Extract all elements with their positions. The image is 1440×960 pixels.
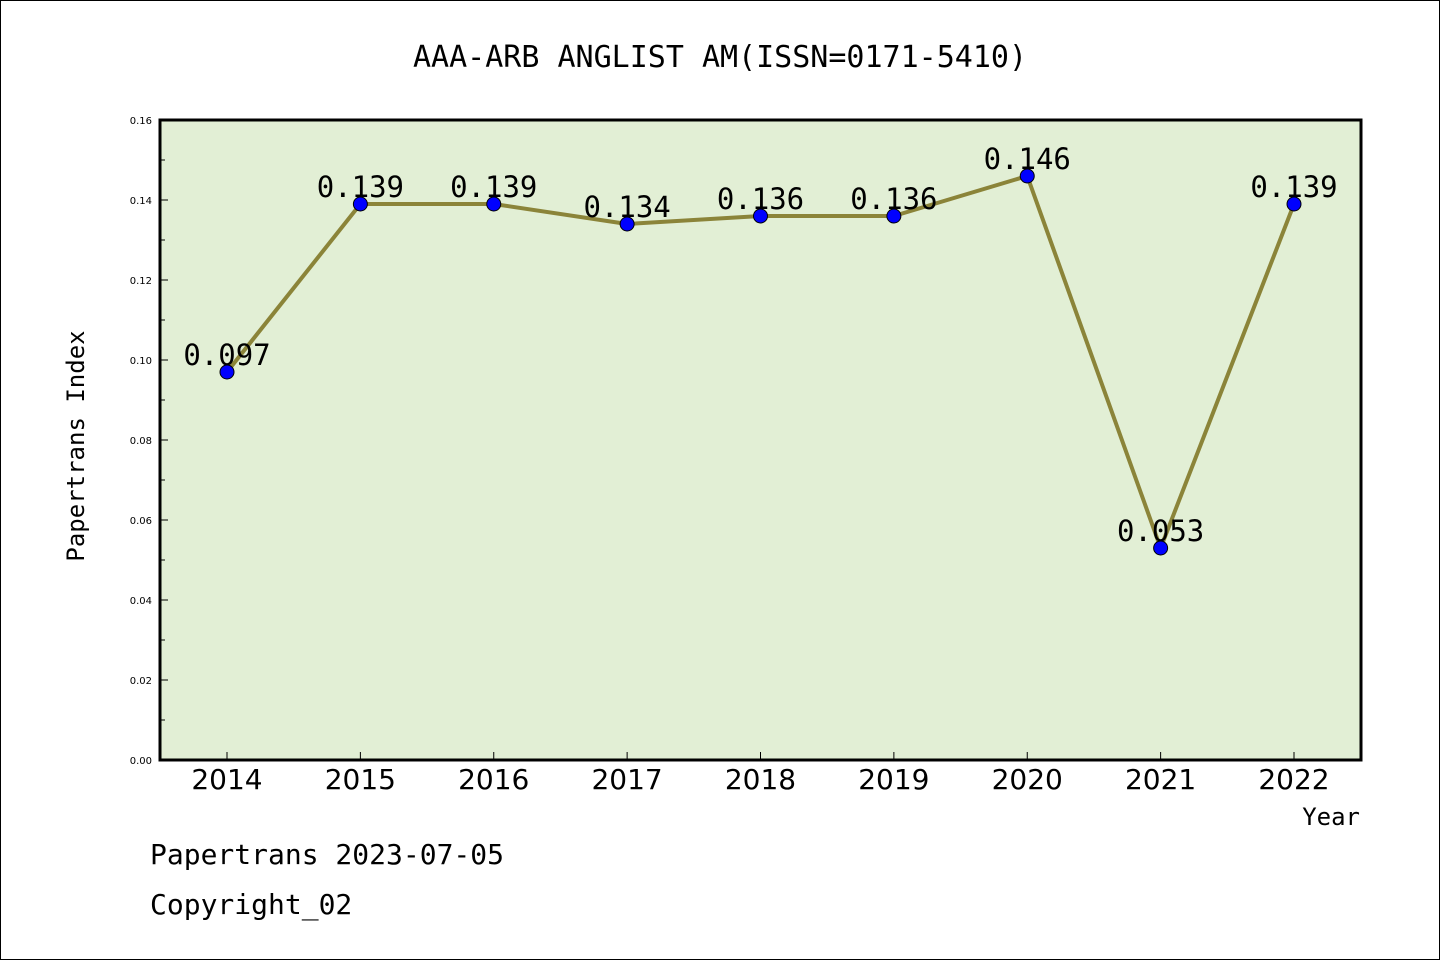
y-tick-label: 0.10 <box>130 356 152 367</box>
data-label: 0.053 <box>1117 514 1204 548</box>
y-tick-label: 0.02 <box>130 676 152 687</box>
y-tick-label: 0.14 <box>130 196 152 207</box>
y-tick-label: 0.12 <box>130 276 152 287</box>
data-label: 0.139 <box>317 170 404 204</box>
y-tick-label: 0.04 <box>130 596 152 607</box>
data-point <box>219 364 235 380</box>
y-tick-label: 0.06 <box>130 516 152 527</box>
footer-date: Papertrans 2023-07-05 <box>150 838 504 871</box>
x-tick-label: 2021 <box>1125 763 1196 796</box>
data-point <box>619 216 635 232</box>
data-point <box>1286 196 1302 212</box>
x-tick-label: 2015 <box>325 763 396 796</box>
x-tick-label: 2017 <box>591 763 662 796</box>
plot-border <box>158 118 1363 762</box>
series-markers <box>219 168 1302 556</box>
x-tick-label: 2016 <box>458 763 529 796</box>
data-label: 0.136 <box>850 182 937 216</box>
x-tick-label: 2022 <box>1258 763 1329 796</box>
y-tick-label: 0.08 <box>130 436 152 447</box>
x-tick-label: 2014 <box>191 763 262 796</box>
data-point <box>352 196 368 212</box>
data-label: 0.139 <box>450 170 537 204</box>
x-tick-label: 2019 <box>858 763 929 796</box>
data-labels: 0.097 0.139 0.139 0.134 0.136 0.136 0.146 0.053… <box>183 142 1337 548</box>
data-point <box>1019 168 1035 184</box>
x-tick-label: 2018 <box>725 763 796 796</box>
x-axis-label: Year <box>1302 803 1360 831</box>
data-point <box>486 196 502 212</box>
x-tick-label: 2020 <box>992 763 1063 796</box>
y-axis-label: Papertrans Index <box>62 330 90 561</box>
plot-area <box>160 120 1361 760</box>
data-point <box>753 208 768 224</box>
chart-title: AAA-ARB ANGLIST AM(ISSN=0171-5410) <box>413 40 1027 75</box>
x-axis: 2014 2015 2016 2017 2018 2019 2020 2021 2022 <box>191 752 1330 796</box>
data-label: 0.134 <box>583 190 670 224</box>
y-tick-label: 0.00 <box>130 756 152 767</box>
footer-copyright: Copyright_02 <box>150 888 352 922</box>
data-label: 0.146 <box>984 142 1071 176</box>
data-point <box>886 208 902 224</box>
data-point <box>1153 540 1169 556</box>
data-label: 0.139 <box>1250 170 1337 204</box>
data-label: 0.136 <box>717 182 804 216</box>
y-tick-label: 0.16 <box>130 116 152 127</box>
data-label: 0.097 <box>183 338 270 372</box>
